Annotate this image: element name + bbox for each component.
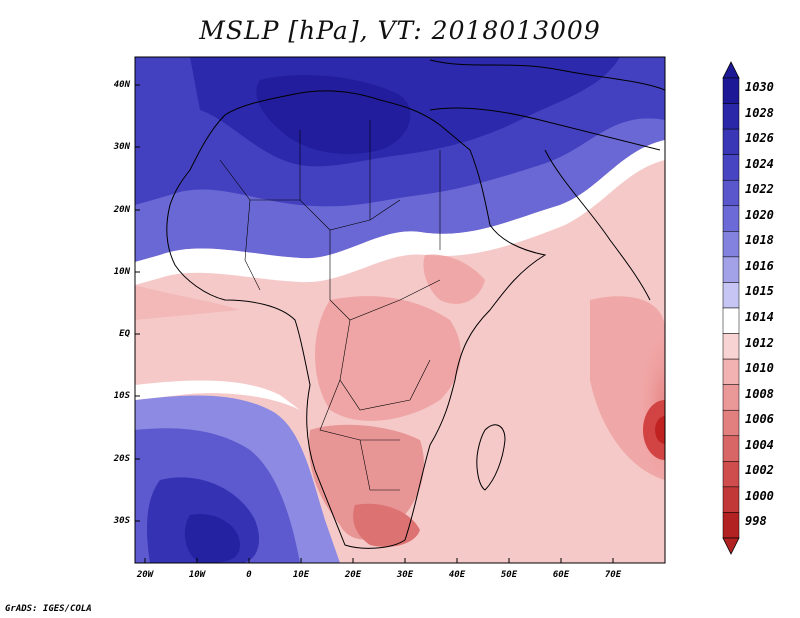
colorbar-label: 1020 [745,207,774,222]
colorbar-arrow-bottom [722,537,740,555]
colorbar-label: 1010 [745,361,774,376]
credit-text: GrADS: IGES/COLA [5,604,92,614]
coastlines [166,59,665,549]
lat-label-30s: 30S [113,516,130,526]
lon-label-10w: 10W [188,570,206,580]
colorbar-swatch [722,333,740,360]
colorbar-swatch [722,77,740,104]
lon-label-20w: 20W [136,570,154,580]
colorbar-swatch [722,103,740,130]
colorbar-swatch [722,256,740,283]
colorbar-label: 1022 [745,182,774,197]
colorbar-label: 1018 [745,233,774,248]
lon-label-10e: 10E [292,570,310,580]
colorbar-swatch [722,205,740,232]
lon-label-70e: 70E [604,570,622,580]
lon-label-40e: 40E [448,570,466,580]
colorbar-label: 1030 [745,80,774,94]
colorbar-swatch [722,512,740,539]
colorbar-label: 1004 [745,437,774,452]
lon-label-50e: 50E [500,570,518,580]
colorbar-swatch [722,307,740,334]
colorbar-label: 1016 [745,258,774,273]
colorbar-label: 1014 [745,310,774,324]
axis-ticks [135,84,614,563]
lat-label-eq: EQ [119,329,130,339]
colorbar-label: 1024 [745,156,774,171]
colorbar-swatch [722,179,740,207]
colorbar-label: 1000 [745,488,774,503]
map-frame [134,56,666,564]
country-borders [219,120,441,491]
colorbar-swatch [722,282,740,309]
lon-label-60e: 60E [552,570,570,580]
colorbar-swatch [722,384,740,411]
colorbar-label: 1012 [745,335,774,350]
colorbar-swatch [722,128,740,155]
lat-label-40n: 40N [113,80,130,90]
colorbar-swatch [722,461,740,488]
colorbar-label: 1006 [745,412,774,427]
pressure-field [135,57,665,563]
lon-label-0: 0 [246,570,252,580]
colorbar-label: 1015 [745,284,774,299]
lat-label-20n: 20N [113,205,130,215]
colorbar-swatch [722,231,740,258]
lat-label-10n: 10N [113,267,130,277]
colorbar-swatch [722,154,740,181]
lon-label-20e: 20E [344,570,362,580]
colorbar-label: 1028 [745,105,774,120]
lat-label-10s: 10S [113,391,130,401]
colorbar-label: 1026 [745,131,774,146]
colorbar-label: 1002 [745,463,774,478]
colorbar-arrow-top [722,61,740,79]
lat-label-30n: 30N [113,142,130,152]
map-title: MSLP [hPa], VT: 2018013009 [199,16,601,45]
lon-label-30e: 30E [396,570,414,580]
colorbar [722,61,740,555]
colorbar-swatch [722,409,740,437]
colorbar-swatch [722,358,740,385]
colorbar-swatch [722,486,740,513]
colorbar-label: 1008 [745,386,774,401]
colorbar-swatch [722,435,740,462]
colorbar-label: 998 [745,514,767,529]
lat-label-20s: 20S [113,454,130,464]
